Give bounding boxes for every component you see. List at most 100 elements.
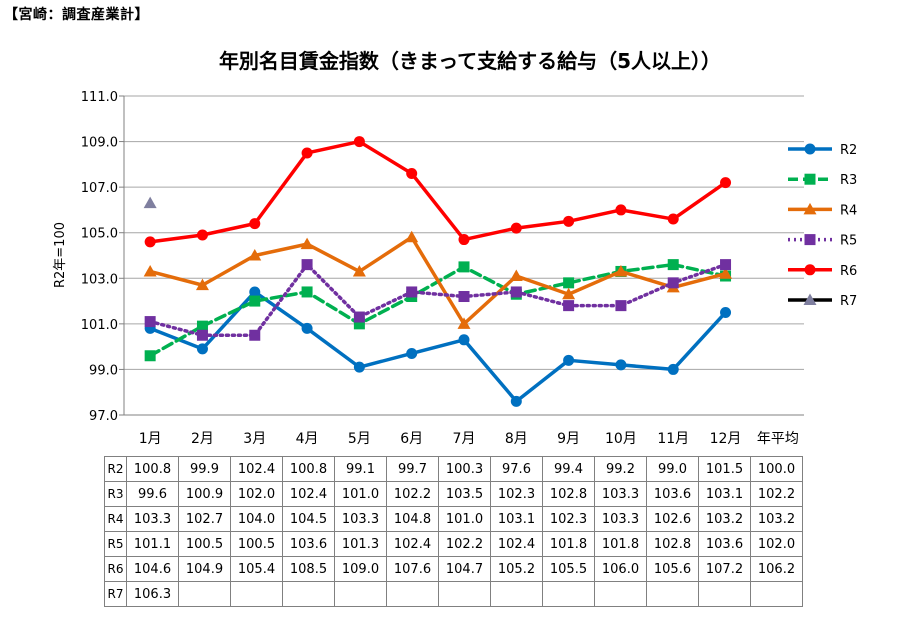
data-point	[563, 300, 575, 312]
table-cell	[438, 581, 491, 607]
data-point	[510, 286, 522, 298]
legend-label: R6	[840, 264, 857, 279]
table-cell: 104.0	[230, 506, 283, 532]
data-point	[510, 222, 522, 234]
table-cell: 99.1	[334, 456, 387, 482]
table-cell: 104.7	[438, 556, 491, 582]
x-tick-label: 年平均	[757, 431, 799, 447]
table-cell: 107.2	[698, 556, 751, 582]
table-cell: 101.0	[438, 506, 491, 532]
table-cell: 108.5	[282, 556, 335, 582]
data-point	[458, 261, 470, 273]
table-cell: 100.3	[438, 456, 491, 482]
row-label: R3	[104, 481, 127, 507]
table-cell: 103.3	[594, 506, 647, 532]
series-r7	[143, 196, 157, 209]
y-tick-label: 107.0	[81, 181, 118, 196]
table-cell: 102.2	[750, 481, 803, 507]
data-point	[803, 202, 817, 215]
table-cell	[542, 581, 595, 607]
table-row: R3 99.6 100.9 102.0 102.4 101.0 102.2 103.5 102.…	[104, 481, 803, 507]
series-r4	[143, 230, 733, 329]
table-cell: 105.5	[542, 556, 595, 582]
legend-item-r5: R5	[788, 234, 857, 249]
x-tick-label: 11月	[657, 431, 689, 447]
data-point	[615, 359, 627, 371]
x-tick-label: 3月	[243, 431, 266, 447]
data-point	[720, 259, 732, 271]
table-cell: 102.6	[646, 506, 699, 532]
data-point	[667, 363, 679, 375]
table-cell: 101.1	[126, 531, 179, 557]
table-cell: 102.4	[282, 481, 335, 507]
table-cell: 109.0	[334, 556, 387, 582]
y-tick-label: 99.0	[89, 363, 118, 378]
table-cell: 107.6	[386, 556, 439, 582]
table-cell: 100.0	[750, 456, 803, 482]
table-cell: 105.2	[490, 556, 543, 582]
data-point	[249, 218, 261, 230]
table-cell: 103.6	[698, 531, 751, 557]
table-row: R4 103.3 102.7 104.0 104.5 103.3 104.8 101.0 103…	[104, 506, 803, 532]
x-tick-label: 4月	[296, 431, 319, 447]
legend-label: R5	[840, 234, 857, 249]
data-point	[563, 277, 575, 289]
table-cell: 99.9	[178, 456, 231, 482]
table-cell: 106.2	[750, 556, 803, 582]
x-tick-label: 8月	[505, 431, 528, 447]
table-cell	[490, 581, 543, 607]
table-cell: 101.0	[334, 481, 387, 507]
data-point	[196, 343, 208, 355]
series-r6	[144, 136, 732, 248]
data-point	[249, 295, 261, 307]
data-point	[720, 306, 732, 318]
plot-series	[143, 136, 733, 407]
table-cell: 102.0	[750, 531, 803, 557]
data-point	[563, 215, 575, 227]
table-cell: 99.7	[386, 456, 439, 482]
table-cell: 103.6	[646, 481, 699, 507]
table-cell: 103.2	[750, 506, 803, 532]
table-cell: 103.3	[126, 506, 179, 532]
data-point	[614, 264, 628, 277]
table-cell: 106.3	[126, 581, 179, 607]
table-cell: 103.6	[282, 531, 335, 557]
data-point	[405, 230, 419, 243]
data-table: R2 100.8 99.9 102.4 100.8 99.1 99.7 100.3 97.6 99…	[104, 456, 803, 607]
table-cell: 99.0	[646, 456, 699, 482]
row-label: R6	[104, 556, 127, 582]
x-tick-label: 1月	[139, 431, 162, 447]
data-point	[667, 259, 679, 271]
row-label: R5	[104, 531, 127, 557]
table-row: R7 106.3	[104, 581, 803, 607]
series-r5	[144, 259, 732, 341]
data-point	[301, 147, 313, 159]
data-point	[301, 286, 313, 298]
table-cell: 102.7	[178, 506, 231, 532]
table-cell: 101.5	[698, 456, 751, 482]
table-cell: 102.4	[386, 531, 439, 557]
data-point	[144, 236, 156, 248]
table-cell: 105.6	[646, 556, 699, 582]
data-point	[353, 318, 365, 330]
data-point	[249, 329, 261, 341]
y-tick-label: 103.0	[81, 272, 118, 287]
gridlines	[124, 95, 804, 416]
data-point	[615, 300, 627, 312]
table-cell: 102.8	[646, 531, 699, 557]
table-cell: 99.6	[126, 481, 179, 507]
y-axis-title: R2年=100	[53, 222, 68, 288]
data-point	[143, 196, 157, 209]
legend-item-r3: R3	[788, 173, 857, 188]
data-point	[804, 264, 816, 276]
data-point	[248, 249, 262, 261]
table-cell: 99.4	[542, 456, 595, 482]
data-point	[615, 204, 627, 216]
table-cell: 102.4	[490, 531, 543, 557]
table-cell: 102.3	[490, 481, 543, 507]
data-point	[196, 320, 208, 332]
x-tick-label: 6月	[400, 431, 423, 447]
data-point	[353, 311, 365, 323]
legend-label: R3	[840, 173, 857, 188]
table-cell	[334, 581, 387, 607]
